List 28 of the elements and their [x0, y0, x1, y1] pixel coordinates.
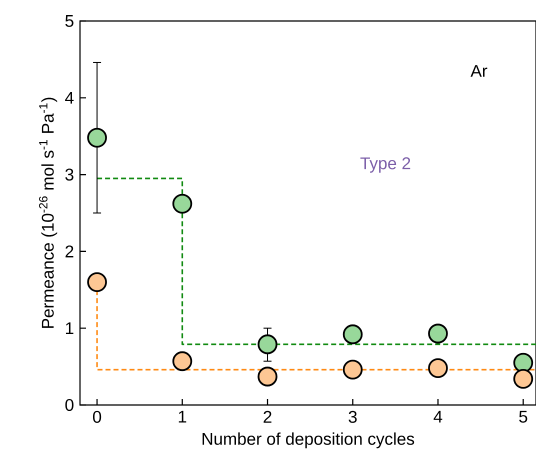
point [172, 194, 192, 214]
y-tick-label: 4 [65, 92, 74, 104]
annotation: Ar [470, 65, 488, 77]
x-tick-label: 0 [92, 410, 102, 423]
point [428, 358, 448, 378]
y-tick-label: 5 [65, 15, 74, 27]
point [342, 360, 363, 380]
point [87, 272, 107, 292]
point [87, 128, 107, 148]
x-tick-label: 2 [264, 410, 272, 423]
point [258, 334, 278, 354]
x-tick-label: 4 [434, 410, 442, 423]
y-tick-label: 3 [65, 168, 74, 181]
point [513, 352, 534, 373]
x-tick-label: 5 [519, 410, 528, 423]
point [258, 366, 278, 386]
y-tick-label: 0 [65, 398, 74, 412]
y-tick-label: 2 [66, 245, 74, 258]
x-axis-title: Number of deposition cycles [202, 432, 414, 448]
x-tick-label: 1 [178, 410, 186, 423]
point [428, 324, 448, 344]
y-axis-title: Permeance (10$^{-26}$ mol s$^{-1}$ Pa$^{-1}$) [39, 98, 58, 328]
y-tick-label: 1 [66, 322, 74, 334]
point [342, 324, 363, 344]
x-tick-label: 3 [348, 410, 357, 423]
point [513, 368, 534, 389]
annotation: Type 2 [360, 157, 410, 173]
point [172, 351, 192, 372]
